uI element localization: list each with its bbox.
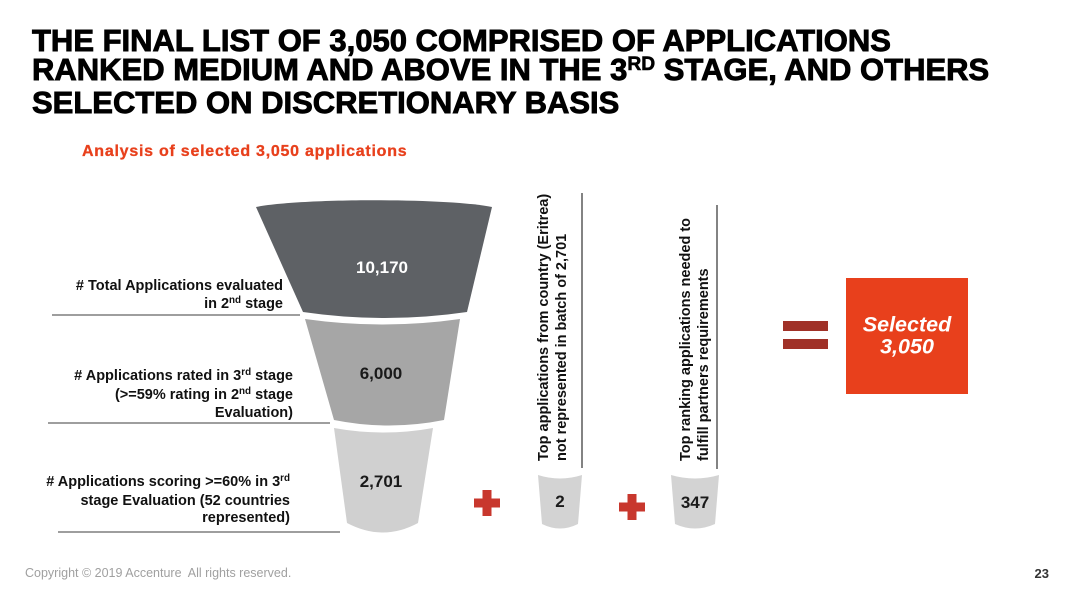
stage-label-line: Evaluation)	[214, 405, 293, 421]
stage-label-scoring-applications: # Applications scoring >=60% in 3rd stag…	[30, 473, 290, 528]
result-box	[846, 278, 968, 394]
funnel-value-rated: 6,000	[360, 364, 403, 383]
addition-note-line: not represented in batch of 2,701	[554, 234, 570, 461]
result-label: Selected	[863, 313, 952, 337]
stage-label-line: # Applications rated in 3rd stage	[33, 367, 293, 387]
funnel-stage-rated	[305, 319, 460, 426]
ordinal-superscript: nd	[239, 385, 252, 397]
addition-value-eritrea: 2	[555, 492, 564, 511]
copyright-footer: Copyright © 2019 Accenture All rights re…	[25, 566, 292, 580]
stage-label-text: in 2	[204, 295, 230, 312]
title-line-1: THE FINAL LIST OF 3,050 COMPRISED OF APP…	[32, 23, 892, 58]
stage-label-text: stage	[251, 368, 293, 384]
equals-icon-bar	[783, 321, 828, 331]
title-ordinal-superscript: RD	[627, 53, 656, 75]
addition-cup-eritrea	[538, 475, 582, 529]
plus-icon-bar	[627, 494, 637, 520]
stage-label-line: # Applications scoring >=60% in 3rd	[30, 473, 290, 493]
result-value: 3,050	[880, 335, 934, 359]
stage-label-text: # Applications scoring >=60% in 3	[46, 474, 281, 490]
ordinal-superscript: rd	[280, 473, 290, 485]
title-line-2-end: STAGE, AND OTHERS	[655, 51, 990, 87]
funnel-value-total: 10,170	[356, 258, 408, 277]
addition-value-partners: 347	[681, 493, 709, 512]
plus-icon-bar	[482, 490, 492, 516]
stage-label-line: in 2nd stage	[23, 294, 283, 315]
stage-label-line: represented)	[202, 510, 290, 526]
title-line-2-start: RANKED MEDIUM AND ABOVE IN THE 3	[32, 51, 628, 87]
plus-icon	[619, 494, 645, 520]
stage-label-line: (>=59% rating in 2nd stage	[33, 385, 293, 406]
stage-label-text: stage	[251, 386, 293, 403]
addition-note-line: Top ranking applications needed to	[678, 218, 694, 461]
page-number: 23	[1034, 566, 1049, 581]
equals-icon	[783, 321, 828, 349]
ordinal-superscript: nd	[229, 294, 242, 306]
equals-icon-bar	[783, 339, 828, 349]
analysis-subtitle: Analysis of selected 3,050 applications	[82, 143, 408, 160]
stage-label-line: # Total Applications evaluated	[75, 278, 283, 294]
funnel-value-scoring: 2,701	[360, 472, 403, 491]
stage-label-line: stage Evaluation (52 countries	[80, 492, 290, 509]
stage-label-text: (>=59% rating in 2	[114, 386, 240, 403]
title-line-3: SELECTED ON DISCRETIONARY BASIS	[32, 85, 620, 120]
plus-icon	[474, 490, 500, 516]
slide-title: THE FINAL LIST OF 3,050 COMPRISED OF APP…	[32, 23, 990, 120]
stage-label-total-applications: # Total Applications evaluated in 2nd st…	[23, 278, 283, 314]
funnel-stage-total	[256, 200, 492, 318]
stage-label-text: stage	[241, 295, 283, 312]
stage-label-rated-applications: # Applications rated in 3rd stage (>=59%…	[33, 367, 293, 423]
addition-note-line: Top applications from country (Eritrea)	[536, 194, 552, 461]
funnel-stage-scoring	[334, 428, 433, 533]
stage-label-text: # Applications rated in 3	[74, 368, 242, 384]
addition-note-line: fulfill partners requirements	[696, 268, 712, 461]
addition-cup-partners	[671, 475, 719, 529]
ordinal-superscript: rd	[241, 367, 252, 379]
title-line-2: RANKED MEDIUM AND ABOVE IN THE 3RD STAGE…	[32, 53, 990, 90]
